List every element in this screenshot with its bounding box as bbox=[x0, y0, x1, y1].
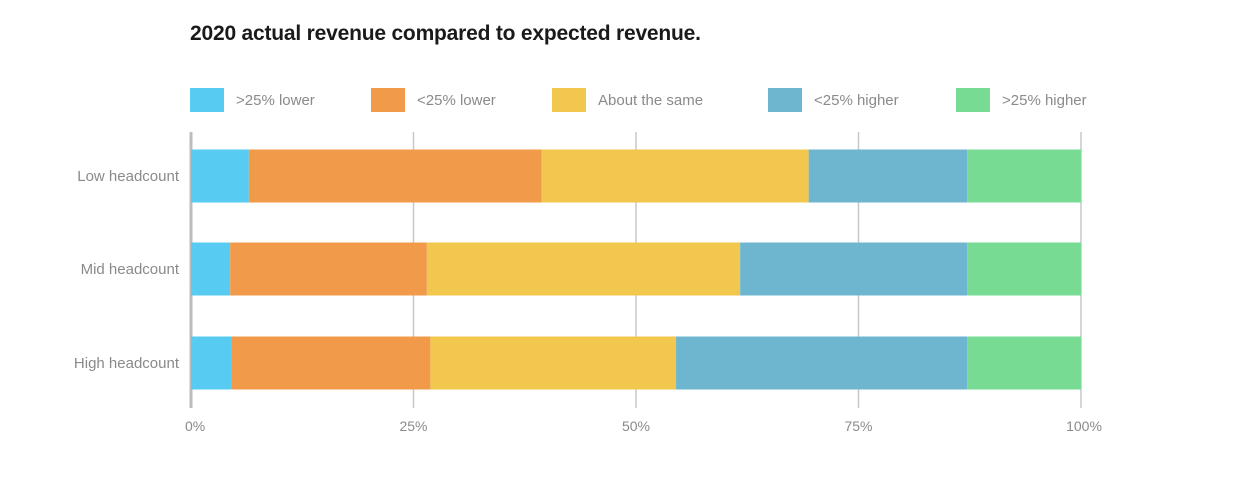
bar-segment bbox=[191, 242, 231, 296]
bar-segment bbox=[426, 242, 741, 296]
category-label: High headcount bbox=[74, 355, 180, 372]
bar-segment bbox=[676, 336, 968, 390]
category-label: Mid headcount bbox=[81, 261, 180, 278]
bar-segment bbox=[740, 242, 968, 296]
chart-title: 2020 actual revenue compared to expected… bbox=[190, 22, 701, 45]
bar-segment bbox=[967, 149, 1081, 203]
x-tick-label: 75% bbox=[844, 418, 872, 434]
legend-label: <25% higher bbox=[814, 91, 899, 109]
legend-swatch bbox=[956, 88, 990, 112]
bar-segment bbox=[230, 242, 427, 296]
x-tick-label: 50% bbox=[622, 418, 650, 434]
bar-segment bbox=[967, 242, 1081, 296]
legend: >25% lower <25% lower About the same <25… bbox=[190, 88, 1090, 112]
legend-label: >25% lower bbox=[236, 91, 315, 109]
legend-item: About the same bbox=[552, 88, 703, 112]
x-tick-label: 0% bbox=[185, 418, 205, 434]
legend-label: >25% higher bbox=[1002, 91, 1087, 109]
bar-segment bbox=[231, 336, 431, 390]
legend-swatch bbox=[768, 88, 802, 112]
legend-item: <25% lower bbox=[371, 88, 496, 112]
legend-swatch bbox=[371, 88, 405, 112]
bar-segment bbox=[967, 336, 1081, 390]
bar-segment bbox=[191, 149, 249, 203]
legend-item: >25% lower bbox=[190, 88, 315, 112]
legend-swatch bbox=[552, 88, 586, 112]
legend-label: <25% lower bbox=[417, 91, 496, 109]
x-tick-label: 100% bbox=[1066, 418, 1102, 434]
bar-segment bbox=[248, 149, 542, 203]
bar-segment bbox=[191, 336, 232, 390]
legend-label: About the same bbox=[598, 91, 704, 109]
bar-segment bbox=[541, 149, 809, 203]
legend-item: >25% higher bbox=[956, 88, 1087, 112]
x-tick-label: 25% bbox=[399, 418, 427, 434]
legend-swatch bbox=[190, 88, 224, 112]
bar-segment bbox=[430, 336, 677, 390]
legend-item: <25% higher bbox=[768, 88, 899, 112]
bar-segment bbox=[808, 149, 968, 203]
category-label: Low headcount bbox=[77, 168, 180, 185]
